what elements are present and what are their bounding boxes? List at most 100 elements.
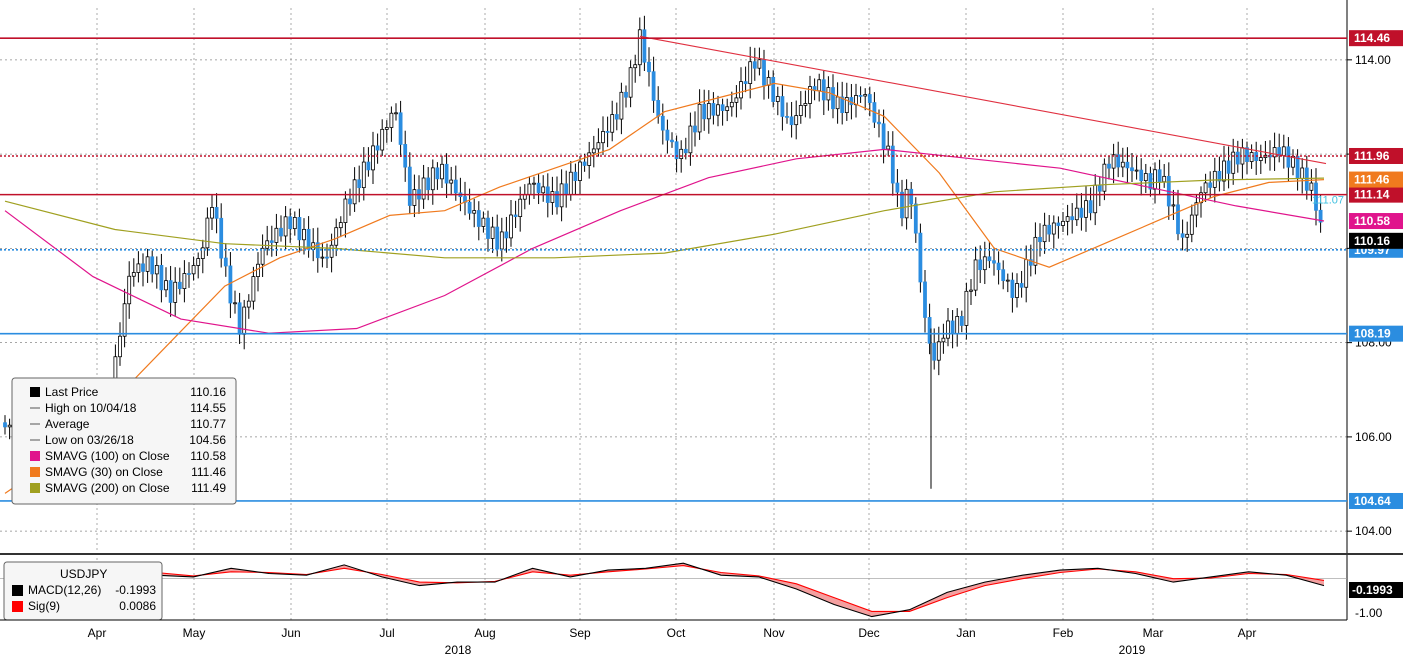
candle-body <box>1300 167 1305 179</box>
candle-body <box>490 226 495 239</box>
candle-body <box>619 91 624 120</box>
candle-body <box>513 214 518 218</box>
candle-body <box>532 182 536 185</box>
x-tick-label: Apr <box>1238 626 1257 640</box>
candle-body <box>775 96 780 102</box>
candle-body <box>481 217 486 227</box>
candle-body <box>210 207 214 219</box>
candle-body <box>932 342 937 361</box>
candle-body <box>1203 182 1208 194</box>
candle-body <box>679 148 684 159</box>
candle-body <box>605 131 610 133</box>
x-tick-label: May <box>183 626 206 640</box>
candle-body <box>808 86 812 104</box>
candle-body <box>1304 167 1309 191</box>
candle-body <box>716 104 720 116</box>
candle-body <box>237 302 242 335</box>
candle-body <box>1061 220 1065 226</box>
candle-body <box>757 59 762 69</box>
candle-body <box>1065 216 1070 222</box>
candle-body <box>302 228 306 241</box>
legend-value: 110.77 <box>190 417 226 431</box>
candle-body <box>1051 222 1056 235</box>
candle-body <box>127 275 132 305</box>
candle-body <box>357 179 362 189</box>
candle-body <box>591 148 596 154</box>
y-tick-label: 106.00 <box>1355 430 1392 444</box>
level-badge <box>1349 325 1403 342</box>
candle-body <box>895 182 900 193</box>
candle-body <box>840 96 845 114</box>
x-tick-label: Sep <box>569 626 591 640</box>
candle-body <box>637 29 642 66</box>
candle-body <box>826 87 831 101</box>
macd-tick-label: -1.00 <box>1355 606 1383 620</box>
candle-body <box>251 276 256 302</box>
grid-lines <box>0 8 1347 620</box>
candle-body <box>256 263 260 278</box>
candle-body <box>320 256 325 259</box>
x-tick-label: Jul <box>379 626 394 640</box>
legend-value: 110.58 <box>190 449 226 463</box>
candle-body <box>1093 184 1098 214</box>
candle-body <box>1180 233 1185 238</box>
candle-body <box>729 101 734 108</box>
x-tick-label: Oct <box>667 626 686 640</box>
candle-body <box>329 244 334 258</box>
legend-value: 104.56 <box>189 433 226 447</box>
candle-body <box>748 61 753 85</box>
candle-body <box>159 265 164 291</box>
level-badge <box>1349 30 1403 47</box>
candle-body <box>877 121 881 125</box>
candle-body <box>486 217 490 239</box>
candle-body <box>674 141 679 159</box>
candle-body <box>624 91 628 98</box>
candle-body <box>596 142 601 150</box>
x-tick-label: Mar <box>1143 626 1164 640</box>
candle-body <box>789 116 794 126</box>
candle-body <box>1258 157 1263 161</box>
x-tick-label: Dec <box>858 626 879 640</box>
candle-body <box>1143 173 1148 182</box>
candle-body <box>1217 170 1222 182</box>
level-badge-label: 114.46 <box>1354 31 1390 45</box>
candle-body <box>536 182 541 194</box>
candle-body <box>182 273 187 289</box>
candle-body <box>950 320 955 335</box>
x-tick-label: Jun <box>281 626 300 640</box>
candle-body <box>3 422 7 428</box>
candle-body <box>389 112 394 128</box>
candle-body <box>1157 169 1162 183</box>
legend-value: 111.46 <box>191 465 226 479</box>
candle-body <box>412 189 417 206</box>
candle-body <box>1226 160 1231 174</box>
legend-value: 111.49 <box>191 481 226 495</box>
candle-body <box>421 177 426 200</box>
candle-body <box>426 177 431 191</box>
candle-body <box>1272 147 1277 158</box>
candle-body <box>863 94 868 97</box>
candle-body <box>141 263 145 272</box>
x-tick-label: Apr <box>88 626 107 640</box>
candle-body <box>573 171 578 181</box>
candles <box>3 15 1323 502</box>
candle-body <box>453 179 458 194</box>
candle-body <box>1134 169 1139 172</box>
candle-body <box>1120 161 1125 168</box>
candle-body <box>228 265 233 304</box>
candle-body <box>725 106 730 111</box>
candle-body <box>1070 216 1075 221</box>
candle-body <box>651 71 656 101</box>
candle-body <box>918 232 923 283</box>
candle-body <box>407 166 412 206</box>
level-badge-label: 111.96 <box>1354 149 1390 163</box>
candle-body <box>338 222 343 229</box>
candle-body <box>325 256 329 259</box>
candle-body <box>1010 279 1015 298</box>
candle-body <box>1148 173 1153 190</box>
series-line-smavg-30 <box>4 82 1325 494</box>
year-label: 2018 <box>445 643 472 657</box>
candle-body <box>633 64 638 69</box>
candle-body <box>504 231 509 239</box>
candle-body <box>568 171 573 195</box>
